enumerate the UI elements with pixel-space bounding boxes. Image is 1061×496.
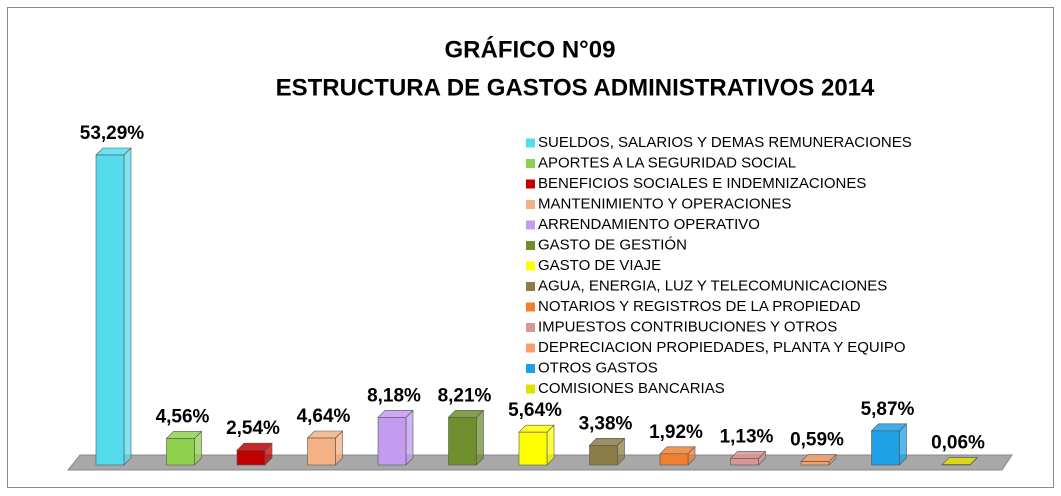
data-label: 4,64%	[297, 406, 351, 427]
chart-subtitle: ESTRUCTURA DE GASTOS ADMINISTRATIVOS 201…	[276, 74, 875, 101]
legend-label: AGUA, ENERGIA, LUZ Y TELECOMUNICACIONES	[538, 277, 887, 294]
legend-marker	[526, 364, 535, 373]
legend-label: OTROS GASTOS	[538, 359, 658, 376]
legend-marker	[526, 200, 535, 209]
chart-title: GRÁFICO N°09	[445, 35, 616, 63]
legend-label: COMISIONES BANCARIAS	[538, 380, 725, 397]
legend-marker	[526, 261, 535, 271]
bar	[800, 461, 830, 466]
legend-marker	[526, 179, 535, 189]
bar	[166, 438, 195, 466]
data-label: 1,92%	[649, 422, 703, 443]
bar-side	[405, 409, 414, 466]
data-label: 4,56%	[156, 406, 210, 427]
legend-label: GASTO DE VIAJE	[538, 257, 661, 274]
bar	[307, 437, 336, 466]
bar	[377, 417, 407, 466]
data-label: 53,29%	[80, 123, 145, 144]
legend-marker	[526, 302, 535, 312]
legend-marker	[526, 384, 535, 394]
bar	[236, 449, 266, 466]
legend-marker	[526, 241, 535, 250]
bar-side	[123, 147, 132, 466]
data-label: 8,21%	[438, 385, 492, 406]
legend-label: IMPUESTOS CONTRIBUCIONES Y OTROS	[538, 318, 837, 335]
legend-label: GASTO DE GESTIÓN	[538, 236, 687, 253]
bar	[871, 430, 900, 466]
bar	[448, 416, 477, 466]
data-label: 1,13%	[720, 426, 774, 447]
legend-marker	[526, 323, 535, 332]
legend-label: APORTES A LA SEGURIDAD SOCIAL	[538, 154, 796, 171]
legend-label: DEPRECIACION PROPIEDADES, PLANTA Y EQUIP…	[538, 339, 906, 356]
legend-marker	[526, 159, 535, 168]
bar-side	[476, 409, 484, 466]
legend-label: MANTENIMIENTO Y OPERACIONES	[538, 195, 791, 212]
legend-label: ARRENDAMIENTO OPERATIVO	[538, 216, 760, 233]
bar	[589, 445, 618, 466]
legend-marker	[526, 343, 535, 353]
bar	[659, 453, 689, 466]
bar	[730, 458, 759, 466]
data-label: 5,64%	[508, 400, 562, 421]
data-label: 0,59%	[790, 430, 844, 451]
bar	[518, 431, 548, 466]
data-label: 0,06%	[931, 433, 985, 454]
legend-label: BENEFICIOS SOCIALES E INDEMNIZACIONES	[538, 175, 866, 192]
data-label: 8,18%	[367, 385, 421, 406]
legend-marker	[526, 282, 535, 291]
legend-label: NOTARIOS Y REGISTROS DE LA PROPIEDAD	[538, 298, 861, 315]
data-label: 2,54%	[226, 418, 280, 439]
bar	[95, 154, 125, 466]
data-label: 5,87%	[861, 399, 915, 420]
legend-label: SUELDOS, SALARIOS Y DEMAS REMUNERACIONES	[538, 134, 912, 151]
legend-marker	[526, 138, 535, 148]
data-label: 3,38%	[579, 413, 633, 434]
legend-marker	[526, 220, 535, 230]
